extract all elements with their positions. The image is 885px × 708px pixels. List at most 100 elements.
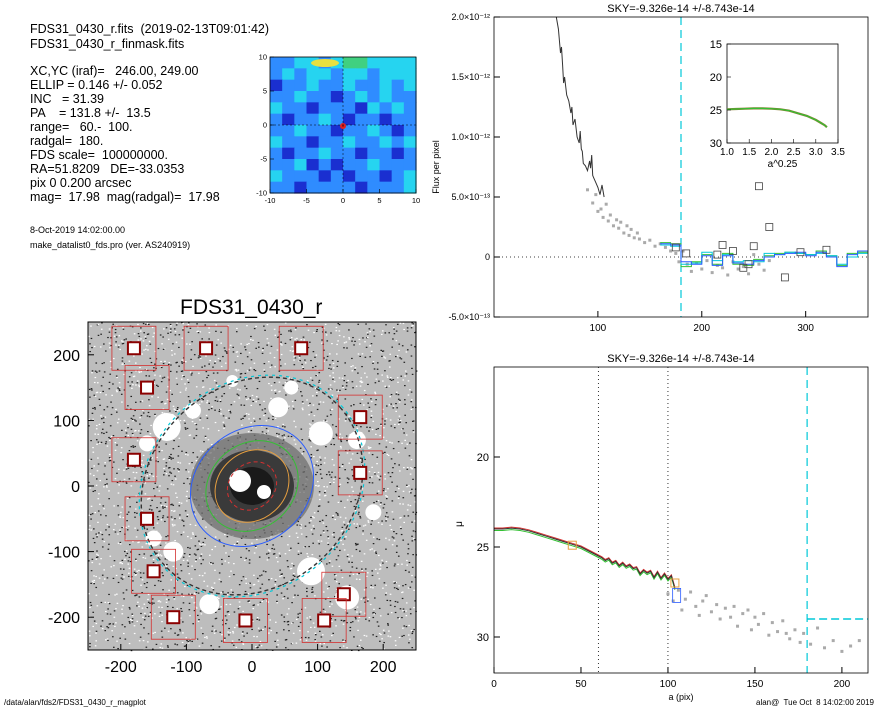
noise-speck — [352, 336, 354, 339]
noise-speck — [110, 337, 112, 339]
noise-speck — [131, 326, 134, 328]
noise-speck — [281, 573, 283, 575]
noise-speck — [127, 616, 130, 619]
noise-speck — [342, 645, 345, 647]
noise-speck — [261, 600, 263, 603]
noise-speck — [317, 505, 320, 507]
flux-square — [765, 223, 774, 231]
noise-speck — [242, 631, 244, 633]
noise-speck — [163, 467, 165, 470]
noise-speck — [358, 572, 360, 575]
contour-cell — [403, 79, 417, 92]
noise-speck — [412, 324, 414, 327]
noise-speck — [288, 549, 291, 552]
noise-speck — [398, 415, 401, 417]
noise-speck — [167, 338, 170, 340]
noise-speck — [354, 499, 357, 501]
contour-cell — [306, 79, 320, 92]
noise-speck — [128, 544, 131, 546]
noise-speck — [405, 610, 407, 612]
noise-speck — [361, 488, 364, 490]
flux-point — [736, 267, 740, 271]
contour-cell — [343, 102, 356, 115]
noise-speck — [245, 557, 248, 559]
noise-speck — [121, 562, 124, 565]
noise-speck — [205, 355, 207, 357]
noise-speck — [308, 545, 310, 548]
noise-speck — [401, 563, 403, 565]
noise-speck — [391, 536, 394, 538]
noise-speck — [142, 640, 145, 642]
noise-speck — [195, 386, 198, 388]
noise-speck — [123, 362, 125, 365]
noise-speck — [192, 452, 195, 454]
noise-speck — [310, 529, 313, 531]
noise-speck — [280, 353, 283, 356]
noise-speck — [343, 549, 346, 551]
noise-speck — [180, 534, 183, 536]
noise-speck — [95, 556, 98, 559]
noise-speck — [136, 605, 138, 607]
noise-speck — [122, 526, 124, 528]
noise-speck — [181, 519, 184, 521]
noise-speck — [160, 497, 163, 499]
noise-speck — [196, 549, 199, 551]
noise-speck — [199, 419, 201, 421]
mu-point — [831, 639, 835, 643]
noise-speck — [319, 498, 321, 501]
noise-speck — [318, 485, 320, 487]
noise-speck — [358, 578, 361, 581]
sky-title: SKY=-9.326e-14 +/-8.743e-14 — [607, 3, 754, 15]
noise-speck — [200, 544, 202, 546]
noise-speck — [115, 389, 118, 391]
noise-speck — [330, 409, 333, 411]
noise-speck — [274, 334, 277, 336]
flux-point — [757, 262, 761, 266]
noise-speck — [166, 595, 169, 597]
noise-speck — [331, 534, 334, 536]
noise-speck — [268, 579, 270, 581]
noise-speck — [403, 611, 406, 613]
noise-speck — [109, 623, 112, 625]
noise-speck — [335, 512, 338, 514]
noise-speck — [214, 618, 217, 620]
noise-speck — [374, 584, 377, 586]
noise-speck — [378, 607, 381, 610]
noise-speck — [329, 483, 332, 485]
noise-speck — [245, 398, 248, 401]
noise-speck — [270, 535, 272, 538]
noise-speck — [194, 568, 196, 571]
noise-speck — [282, 583, 284, 586]
noise-speck — [320, 636, 323, 638]
sky-box — [124, 365, 170, 411]
noise-speck — [406, 486, 408, 488]
flux-point — [604, 202, 608, 206]
noise-speck — [193, 437, 195, 439]
contour-cell — [270, 57, 283, 69]
noise-speck — [307, 631, 309, 633]
noise-speck — [137, 380, 139, 382]
noise-speck — [131, 381, 133, 383]
sky-ytick-label: 1.0×10⁻¹² — [451, 132, 490, 142]
noise-speck — [318, 379, 321, 382]
mu-point — [729, 615, 733, 619]
noise-speck — [218, 608, 220, 610]
noise-speck — [140, 576, 142, 579]
noise-speck — [311, 533, 314, 535]
noise-speck — [201, 518, 204, 520]
contour-cell — [306, 113, 320, 126]
noise-speck — [90, 518, 92, 520]
flux-step-blue — [660, 243, 868, 268]
contour-cell — [306, 102, 320, 115]
noise-speck — [108, 328, 111, 330]
noise-speck — [319, 459, 322, 461]
noise-speck — [359, 639, 362, 641]
noise-speck — [173, 510, 176, 512]
noise-speck — [349, 575, 351, 577]
noise-speck — [340, 530, 343, 532]
noise-speck — [184, 422, 186, 424]
noise-speck — [266, 344, 268, 346]
noise-speck — [396, 485, 398, 487]
noise-speck — [408, 642, 410, 644]
contour-ytick-label: 0 — [263, 121, 267, 130]
